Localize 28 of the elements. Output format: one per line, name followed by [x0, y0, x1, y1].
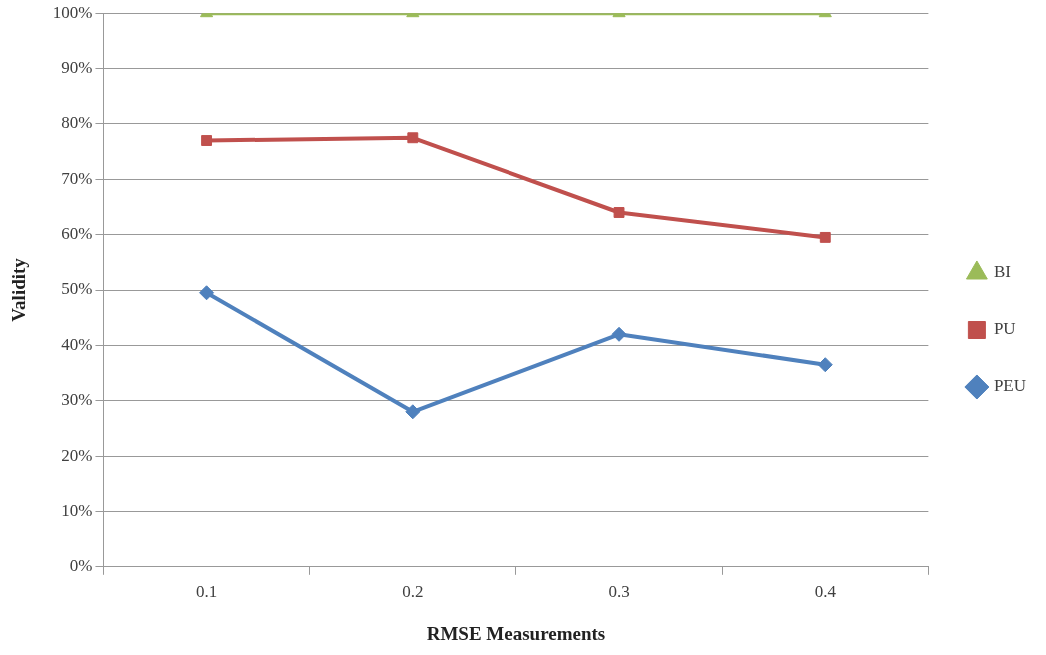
point: [405, 404, 421, 420]
y-tick-label: 50%: [61, 279, 93, 299]
x-axis-title: RMSE Measurements: [426, 622, 606, 644]
y-tick-label: 90%: [61, 58, 93, 78]
x-tick-label: 0.1: [195, 582, 218, 602]
point: [819, 231, 831, 243]
y-tick-label: 10%: [61, 500, 93, 520]
legend-label: BI: [993, 262, 1012, 282]
point: [199, 285, 215, 301]
y-axis-title: Validity: [8, 257, 30, 322]
y-tick-label: 100%: [52, 2, 93, 22]
point: [611, 326, 627, 342]
legend-label: PU: [993, 319, 1016, 339]
x-tick-label: 0.2: [402, 582, 424, 602]
y-tick-label: 0%: [69, 556, 93, 576]
point: [817, 357, 833, 373]
y-tick-label: 40%: [61, 334, 93, 354]
x-tick-label: 0.4: [814, 582, 837, 602]
y-tick-label: 70%: [61, 168, 93, 188]
point: [613, 207, 625, 218]
point: [201, 135, 213, 146]
point: [407, 132, 419, 144]
y-tick-label: 80%: [61, 113, 93, 133]
y-tick-label: 60%: [61, 224, 93, 244]
legend-label: PEU: [993, 376, 1027, 396]
y-tick-label: 20%: [61, 445, 93, 465]
x-tick-label: 0.3: [608, 582, 630, 602]
y-tick-label: 30%: [61, 390, 93, 410]
